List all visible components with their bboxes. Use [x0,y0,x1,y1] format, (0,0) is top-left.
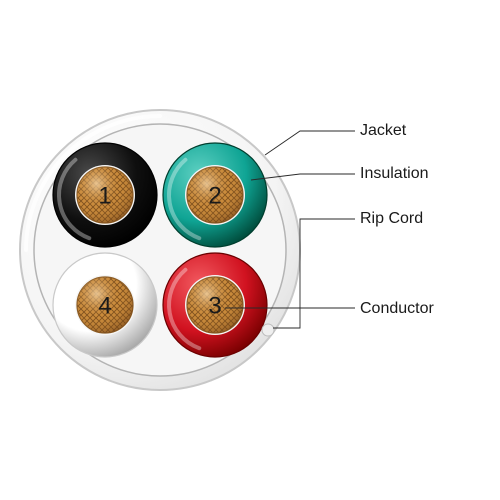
conductor-number-4: 4 [98,293,111,320]
jacket [20,110,300,390]
conductor-number-3: 3 [208,293,221,320]
cable-cross-section-diagram: 1 2 3 4 Jacket Insulation Rip Cord Conductor [0,0,500,500]
label-text-jacket: Jacket [360,122,407,139]
label-text-ripcord: Rip Cord [360,210,423,227]
conductor-1: 1 [53,143,157,247]
conductor-3: 3 [163,253,267,357]
label-jacket: Jacket [265,122,407,155]
conductor-2: 2 [163,143,267,247]
conductor-number-1: 1 [98,183,111,210]
rip-cord [262,324,274,336]
conductor-number-2: 2 [208,183,221,210]
label-text-insulation: Insulation [360,165,429,182]
conductor-4: 4 [53,253,157,357]
label-text-conductor: Conductor [360,300,434,317]
